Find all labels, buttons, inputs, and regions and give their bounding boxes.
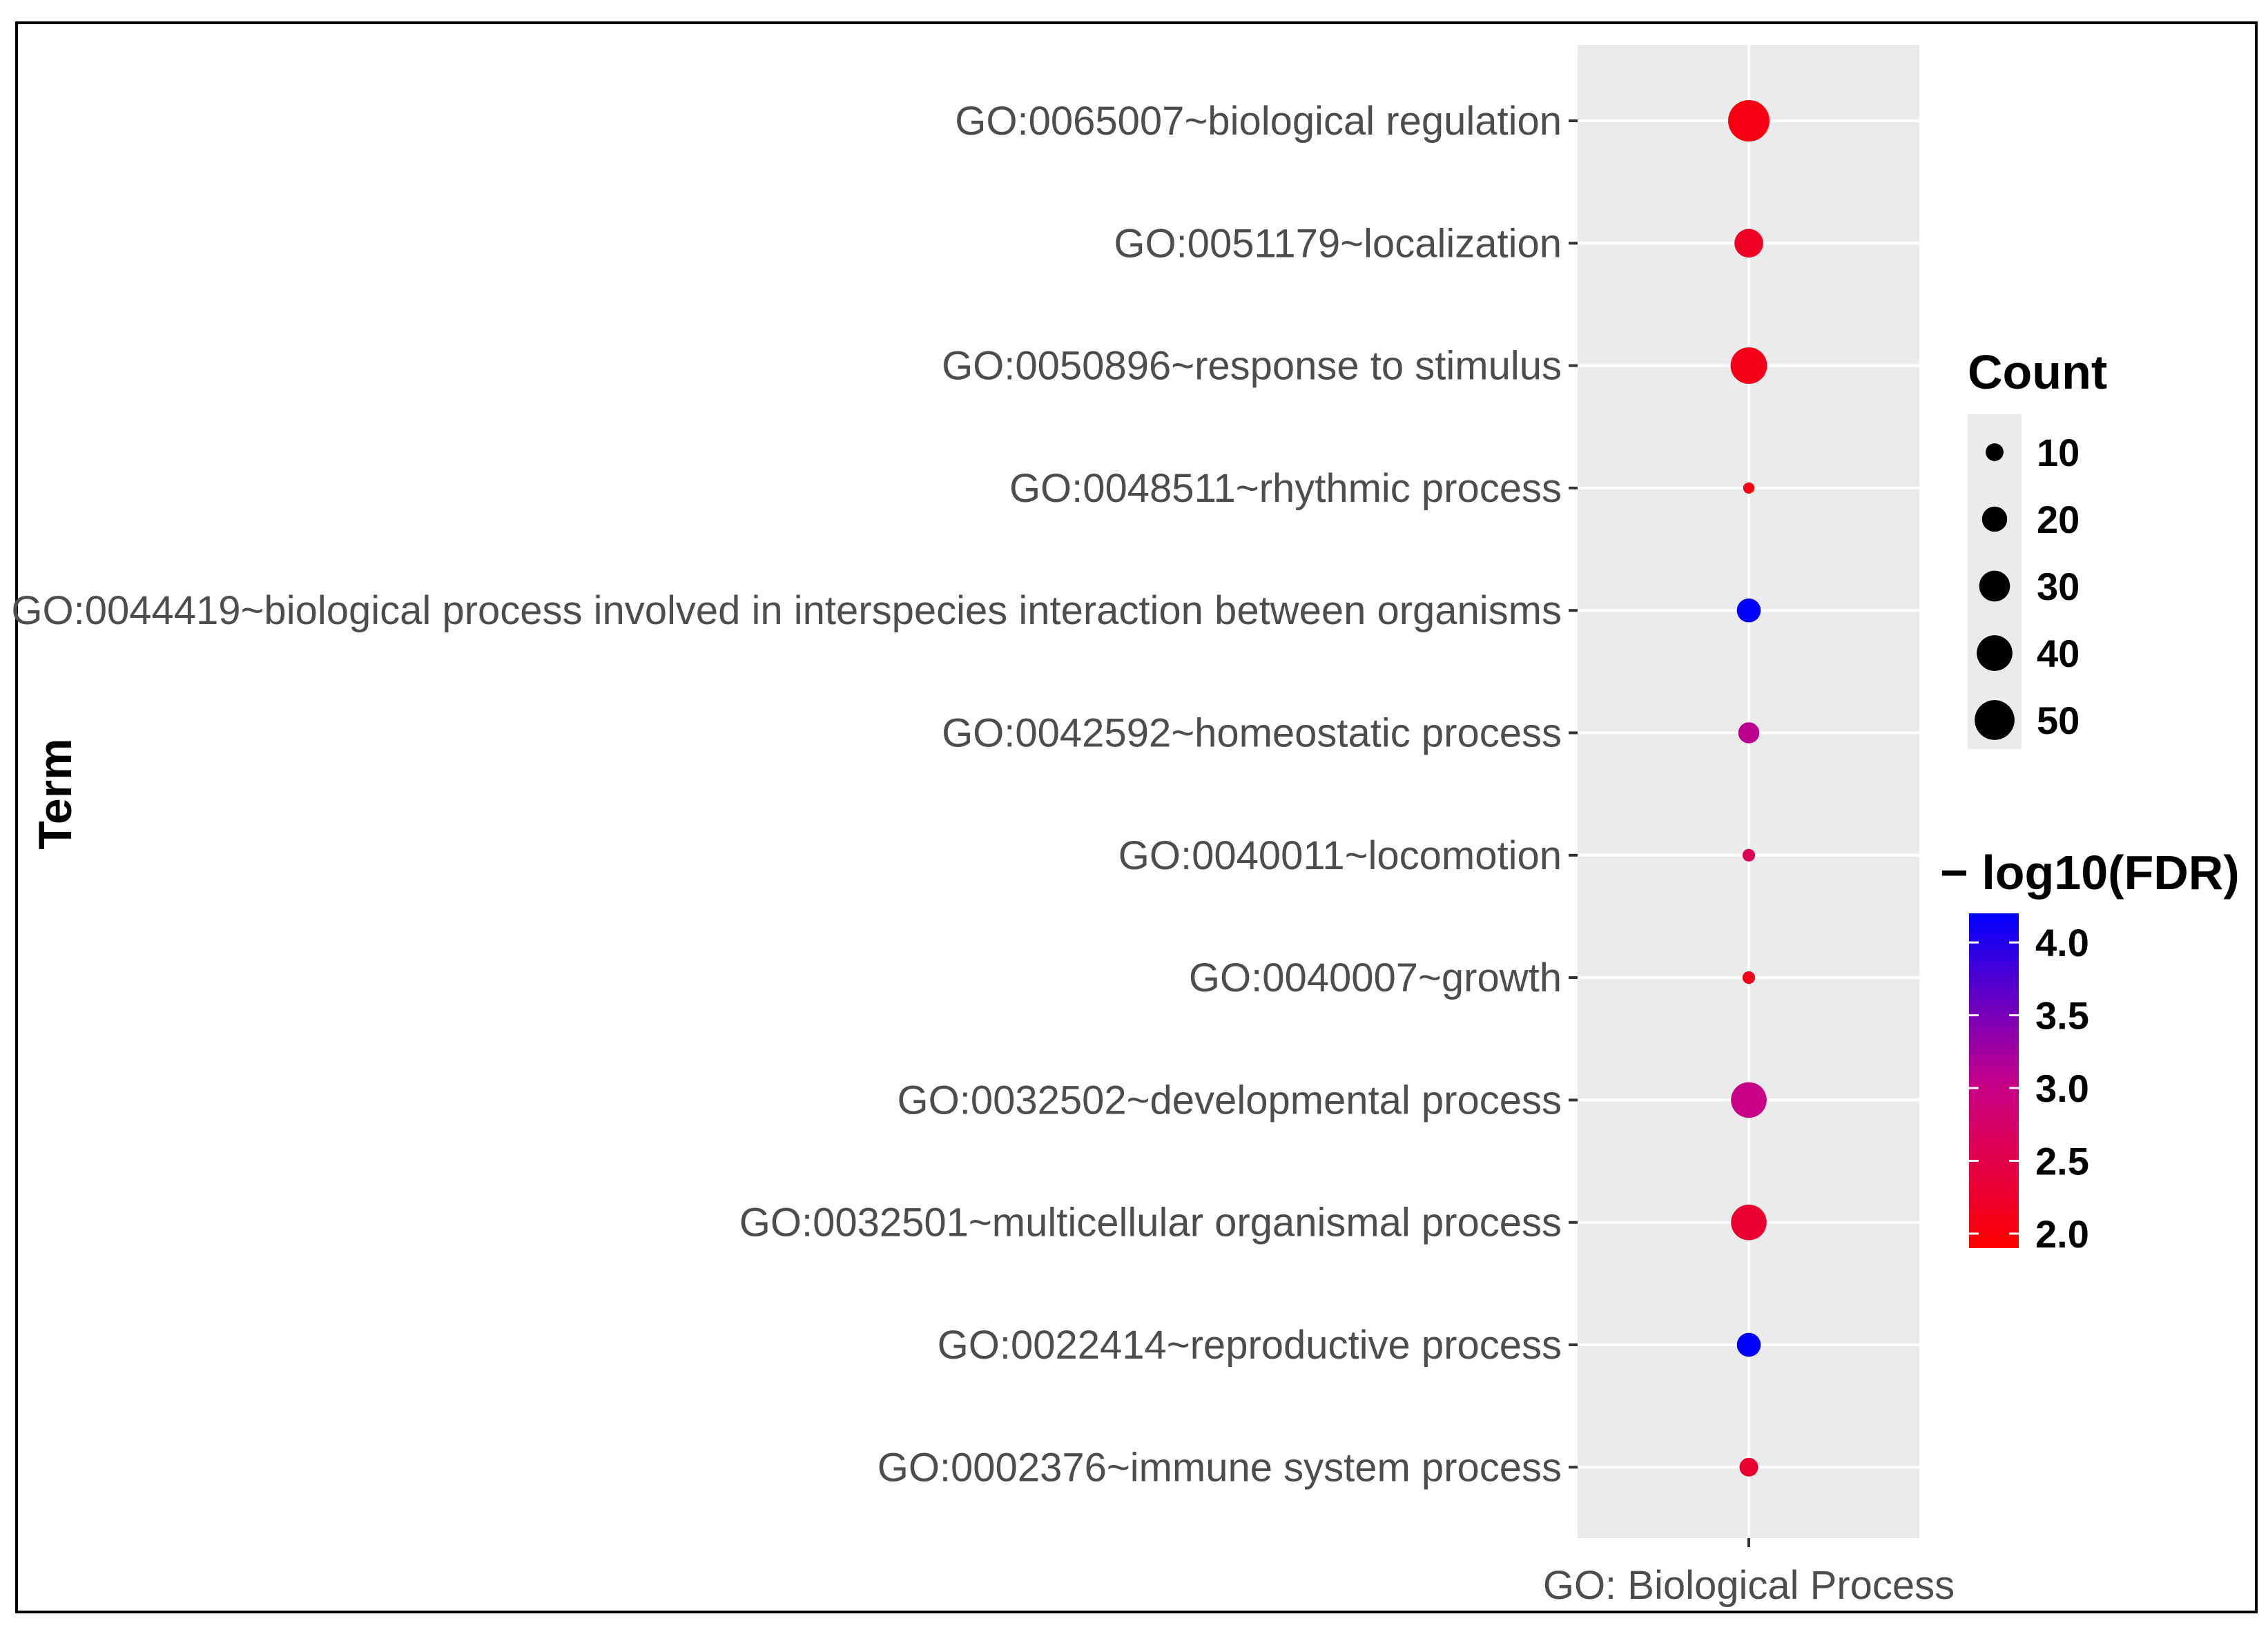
color-legend-label: 2.0 — [2035, 1212, 2089, 1256]
data-point — [1742, 971, 1756, 984]
size-legend-label: 10 — [2037, 431, 2080, 474]
y-tick-label: GO:0065007~biological regulation — [955, 99, 1562, 144]
data-point — [1731, 1082, 1767, 1118]
y-tick-label: GO:0050896~response to stimulus — [942, 344, 1562, 389]
y-tick-label: GO:0044419~biological process involved i… — [11, 588, 1562, 633]
y-tick-label: GO:0002376~immune system process — [878, 1445, 1562, 1490]
size-legend-key — [1979, 570, 2010, 602]
color-legend-label: 3.0 — [2035, 1067, 2089, 1110]
x-axis: GO: Biological Process — [1543, 1538, 1955, 1608]
size-legend-key — [1975, 700, 2015, 740]
data-point — [1736, 1332, 1761, 1357]
data-point — [1738, 722, 1760, 744]
data-point — [1728, 100, 1770, 142]
y-tick-label: GO:0022414~reproductive process — [938, 1323, 1562, 1368]
color-legend: 4.0 3.5 3.0 2.5 2.0 — [1969, 921, 2089, 1256]
size-legend-title: Count — [1968, 345, 2107, 399]
data-point — [1731, 1204, 1767, 1241]
data-point — [1736, 598, 1761, 623]
size-legend-label: 40 — [2037, 632, 2080, 675]
data-points — [1728, 100, 1770, 1477]
y-tick-label: GO:0040011~locomotion — [1118, 833, 1562, 878]
color-legend-label: 2.5 — [2035, 1139, 2089, 1183]
y-axis-label: Term — [29, 738, 81, 849]
y-tick-label: GO:0051179~localization — [1114, 221, 1562, 266]
y-tick-label: GO:0048511~rhythmic process — [1009, 466, 1562, 511]
size-legend-label: 50 — [2037, 699, 2080, 742]
size-legend-key — [1977, 635, 2013, 671]
color-legend-bar — [1969, 913, 2019, 1248]
size-legend-label: 30 — [2037, 565, 2080, 608]
y-tick-label: GO:0032501~multicellular organismal proc… — [739, 1201, 1562, 1245]
color-legend-label: 4.0 — [2035, 921, 2089, 964]
y-tick-label: GO:0042592~homeostatic process — [942, 711, 1562, 756]
size-legend: 10 20 30 40 50 — [1975, 431, 2080, 742]
color-legend-label: 3.5 — [2035, 994, 2089, 1038]
data-point — [1734, 229, 1763, 258]
data-point — [1742, 848, 1756, 862]
data-point — [1730, 347, 1767, 385]
size-legend-key — [1986, 443, 2004, 461]
y-axis-ticks: GO:0065007~biological regulation GO:00511… — [11, 99, 1578, 1490]
figure-border — [15, 21, 2258, 1613]
size-legend-key — [1981, 506, 2008, 532]
color-legend-title: − log10(FDR) — [1940, 846, 2240, 900]
data-point — [1743, 482, 1755, 494]
y-tick-label: GO:0032502~developmental process — [898, 1078, 1562, 1123]
x-tick-label: GO: Biological Process — [1543, 1563, 1955, 1608]
data-point — [1739, 1457, 1758, 1477]
y-tick-label: GO:0040007~growth — [1189, 955, 1562, 1000]
size-legend-label: 20 — [2037, 498, 2080, 541]
